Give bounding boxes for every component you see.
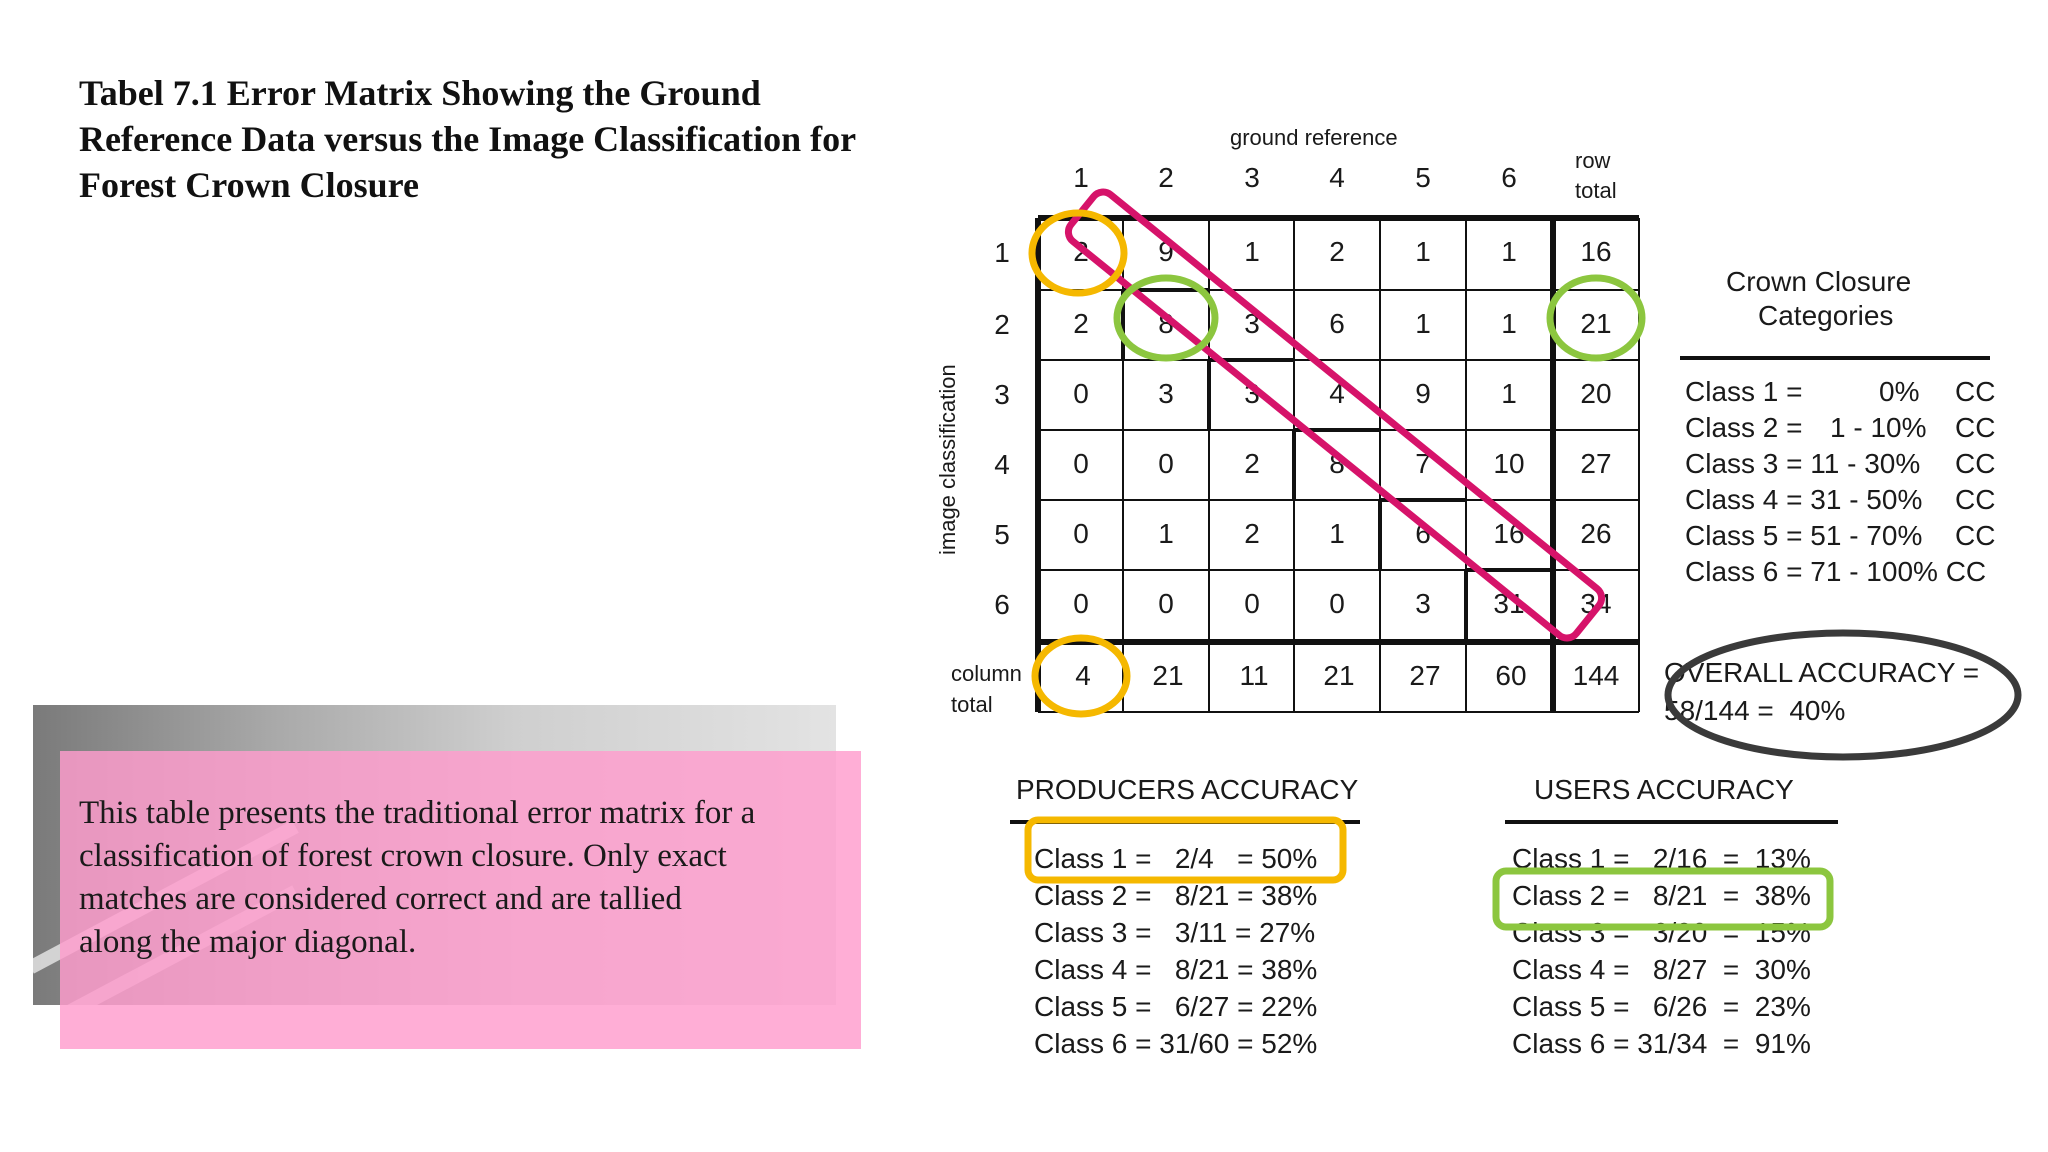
users-accuracy-title: USERS ACCURACY xyxy=(1534,774,1794,805)
matrix-cell: 3 xyxy=(1415,588,1431,619)
row-total-cell: 16 xyxy=(1580,236,1612,267)
matrix-cell: 7 xyxy=(1415,448,1431,479)
categories-title-2: Categories xyxy=(1758,300,1894,331)
users-row: Class 2 = 8/21 = 38% xyxy=(1512,880,1811,911)
row-total-2-highlight xyxy=(1546,274,1646,362)
row-total-cell: 27 xyxy=(1580,448,1612,479)
matrix-cell: 1 xyxy=(1415,308,1431,339)
matrix-cell: 1 xyxy=(1501,236,1517,267)
matrix-cell: 2 xyxy=(1244,518,1260,549)
row-total-cell: 26 xyxy=(1580,518,1612,549)
ground-reference-label: ground reference xyxy=(1230,125,1398,150)
row-header: 3 xyxy=(994,379,1010,410)
producers-row: Class 1 = 2/4 = 50% xyxy=(1034,843,1318,874)
column-total-cell: 21 xyxy=(1152,660,1184,691)
category-unit: CC xyxy=(1955,376,1996,407)
category-range: 0% xyxy=(1879,376,1920,407)
matrix-cell: 0 xyxy=(1073,588,1089,619)
matrix-cell: 0 xyxy=(1158,588,1174,619)
column-header: 2 xyxy=(1158,162,1174,193)
row-total-cell: 20 xyxy=(1580,378,1612,409)
matrix-cell: 0 xyxy=(1073,378,1089,409)
category-class: Class 4 = 31 - 50% xyxy=(1685,484,1923,515)
producers-class1-highlight xyxy=(1024,816,1347,884)
producers-row: Class 4 = 8/21 = 38% xyxy=(1034,954,1318,985)
column-header: 5 xyxy=(1415,162,1431,193)
users-row: Class 4 = 8/27 = 30% xyxy=(1512,954,1811,985)
matrix-cell: 1 xyxy=(1158,518,1174,549)
row-header: 1 xyxy=(994,237,1010,268)
column-header: 1 xyxy=(1073,162,1089,193)
caption-text: This table presents the traditional erro… xyxy=(79,795,756,960)
category-class: Class 2 = xyxy=(1685,412,1803,443)
column-total-label-2: total xyxy=(951,692,993,717)
producers-accuracy-title: PRODUCERS ACCURACY xyxy=(1016,774,1359,805)
matrix-cell: 0 xyxy=(1073,448,1089,479)
matrix-cell: 9 xyxy=(1415,378,1431,409)
users-row: Class 5 = 6/26 = 23% xyxy=(1512,991,1811,1022)
matrix-cell: 0 xyxy=(1329,588,1345,619)
matrix-cell: 2 xyxy=(1073,308,1089,339)
caption-box xyxy=(60,751,861,1049)
matrix-cell: 1 xyxy=(1329,518,1345,549)
category-class: Class 6 = 71 - 100% CC xyxy=(1685,556,1987,587)
matrix-cell: 0 xyxy=(1073,518,1089,549)
matrix-cell: 4 xyxy=(1329,378,1345,409)
column-header: 4 xyxy=(1329,162,1345,193)
category-unit: CC xyxy=(1955,484,1996,515)
users-row: Class 6 = 31/34 = 91% xyxy=(1512,1028,1811,1059)
producers-row: Class 3 = 3/11 = 27% xyxy=(1034,917,1316,948)
cell-1-1-highlight xyxy=(1028,209,1128,297)
producers-row: Class 6 = 31/60 = 52% xyxy=(1034,1028,1318,1059)
category-unit: CC xyxy=(1955,520,1996,551)
column-total-cell: 27 xyxy=(1409,660,1441,691)
overall-accuracy-line-1: OVERALL ACCURACY = xyxy=(1664,657,1980,688)
matrix-cell: 2 xyxy=(1329,236,1345,267)
matrix-cell: 1 xyxy=(1501,378,1517,409)
row-total-label-2: total xyxy=(1575,178,1617,203)
matrix-cell: 3 xyxy=(1158,378,1174,409)
cell-2-2-highlight xyxy=(1113,274,1219,362)
category-class: Class 3 = 11 - 30% xyxy=(1685,448,1921,479)
column-total-1-highlight xyxy=(1031,634,1131,718)
matrix-cell: 0 xyxy=(1158,448,1174,479)
matrix-cell: 10 xyxy=(1493,448,1525,479)
category-class: Class 1 = xyxy=(1685,376,1803,407)
slide-title: Tabel 7.1 Error Matrix Showing the Groun… xyxy=(79,73,856,205)
matrix-cell: 0 xyxy=(1244,588,1260,619)
category-unit: CC xyxy=(1955,448,1996,479)
column-total-cell: 11 xyxy=(1239,660,1269,691)
column-header: 6 xyxy=(1501,162,1517,193)
producers-row: Class 5 = 6/27 = 22% xyxy=(1034,991,1318,1022)
category-unit: CC xyxy=(1955,412,1996,443)
users-class2-highlight xyxy=(1492,867,1834,931)
matrix-cell: 6 xyxy=(1329,308,1345,339)
category-range: 1 - 10% xyxy=(1830,412,1927,443)
diagonal-highlight xyxy=(1064,188,1606,642)
column-total-cell: 60 xyxy=(1495,660,1527,691)
producers-row: Class 2 = 8/21 = 38% xyxy=(1034,880,1318,911)
row-header: 5 xyxy=(994,519,1010,550)
column-total-cell: 21 xyxy=(1323,660,1355,691)
row-total-label-1: row xyxy=(1575,148,1611,173)
categories-title-1: Crown Closure xyxy=(1726,266,1912,297)
matrix-cell: 1 xyxy=(1244,236,1260,267)
column-total-cell: 4 xyxy=(1075,660,1091,691)
matrix-cell: 2 xyxy=(1244,448,1260,479)
category-class: Class 5 = 51 - 70% xyxy=(1685,520,1923,551)
column-total-label-1: column xyxy=(951,661,1022,686)
row-header: 4 xyxy=(994,449,1010,480)
grand-total-cell: 144 xyxy=(1572,660,1620,691)
matrix-cell: 1 xyxy=(1501,308,1517,339)
overall-accuracy-line-2: 58/144 = 40% xyxy=(1664,695,1846,726)
column-header: 3 xyxy=(1244,162,1260,193)
row-header: 6 xyxy=(994,589,1010,620)
row-total-cell: 21 xyxy=(1580,308,1612,339)
row-header: 2 xyxy=(994,309,1010,340)
matrix-cell: 1 xyxy=(1415,236,1431,267)
overall-accuracy-highlight xyxy=(1664,629,2022,761)
